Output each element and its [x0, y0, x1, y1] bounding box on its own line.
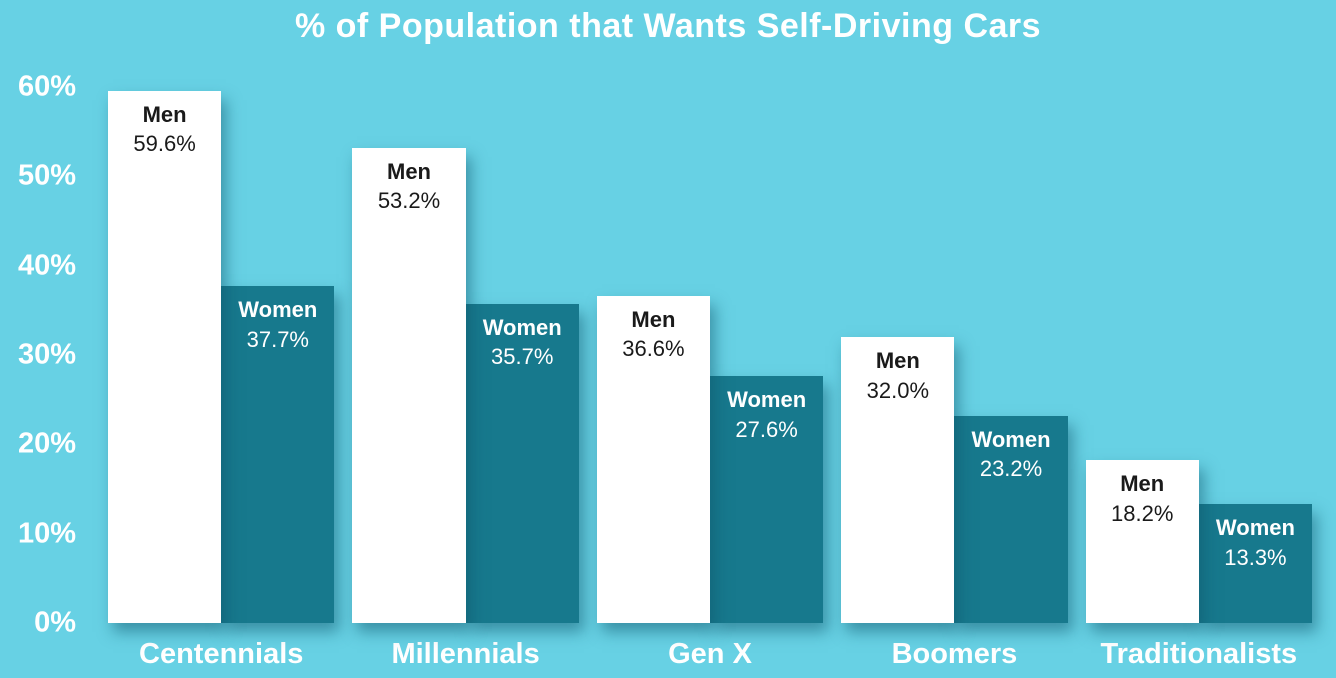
bar-group-centennials: Men 59.6% Women 37.7%	[108, 87, 335, 623]
series-value-label: 35.7%	[491, 344, 554, 370]
bar-group-traditionalists: Men 18.2% Women 13.3%	[1085, 87, 1313, 623]
y-tick-10: 10%	[17, 517, 76, 550]
bar-label-women-gen-x: Women 27.6%	[710, 387, 823, 443]
x-label-traditionalists: Traditionalists	[1100, 638, 1298, 670]
bar-label-women-millennials: Women 35.7%	[466, 315, 579, 371]
bar-men-centennials: Men 59.6%	[108, 90, 222, 623]
y-tick-50: 50%	[17, 159, 76, 192]
bar-label-men-centennials: Men 59.6%	[108, 102, 221, 158]
y-tick-40: 40%	[17, 249, 76, 282]
series-value-label: 32.0%	[866, 377, 930, 403]
series-name-label: Women	[1215, 515, 1295, 541]
x-label-centennials: Centennials	[139, 638, 304, 670]
bar-group-boomers: Men 32.0% Women 23.2%	[841, 87, 1068, 623]
series-name-label: Women	[727, 387, 807, 413]
bar-group-millennials: Men 53.2% Women 35.7%	[352, 87, 579, 623]
bar-men-boomers: Men 32.0%	[841, 337, 955, 623]
bar-label-men-traditionalists: Men 18.2%	[1086, 471, 1199, 527]
series-name-label: Women	[482, 315, 562, 341]
series-value-label: 53.2%	[377, 188, 441, 214]
x-axis: Centennials Millennials Gen X Boomers Tradit…	[108, 638, 1312, 671]
series-value-label: 23.2%	[979, 456, 1043, 482]
bar-group-gen-x: Men 36.6% Women 27.6%	[596, 87, 824, 623]
y-tick-30: 30%	[17, 338, 76, 371]
x-label-gen-x: Gen X	[668, 638, 752, 670]
y-tick-0: 0%	[34, 606, 76, 639]
bar-men-traditionalists: Men 18.2%	[1085, 460, 1199, 623]
bar-label-men-millennials: Men 53.2%	[352, 159, 465, 215]
series-name-label: Men	[1120, 471, 1165, 497]
bar-women-millennials: Women 35.7%	[465, 304, 579, 623]
series-value-label: 36.6%	[622, 336, 685, 362]
series-name-label: Women	[238, 297, 318, 323]
bar-label-men-gen-x: Men 36.6%	[597, 307, 710, 363]
y-tick-20: 20%	[17, 427, 76, 460]
bar-men-gen-x: Men 36.6%	[596, 296, 711, 623]
series-name-label: Men	[387, 158, 431, 184]
bar-label-women-centennials: Women 37.7%	[221, 297, 334, 353]
series-value-label: 27.6%	[735, 416, 798, 442]
series-name-label: Men	[631, 307, 676, 333]
series-value-label: 37.7%	[246, 326, 309, 352]
plot-area: Men 59.6% Women 37.7% Men 53.2% Women 35.7% Men 3…	[108, 87, 1313, 623]
bar-women-centennials: Women 37.7%	[221, 286, 335, 623]
bar-label-women-boomers: Women 23.2%	[954, 427, 1067, 483]
series-name-label: Men	[875, 348, 920, 374]
series-value-label: 18.2%	[1111, 500, 1174, 526]
x-label-millennials: Millennials	[391, 638, 540, 670]
y-tick-60: 60%	[17, 70, 76, 103]
bar-women-gen-x: Women 27.6%	[710, 376, 824, 623]
series-value-label: 13.3%	[1224, 544, 1287, 570]
bar-women-traditionalists: Women 13.3%	[1198, 504, 1313, 623]
bar-women-boomers: Women 23.2%	[954, 415, 1068, 623]
bar-label-women-traditionalists: Women 13.3%	[1199, 515, 1312, 571]
bar-label-men-boomers: Men 32.0%	[841, 348, 954, 404]
series-value-label: 59.6%	[133, 130, 196, 156]
series-name-label: Women	[971, 426, 1051, 452]
series-name-label: Men	[142, 101, 187, 127]
x-label-boomers: Boomers	[891, 638, 1018, 670]
chart-title: % of Population that Wants Self-Driving …	[294, 7, 1042, 45]
bar-men-millennials: Men 53.2%	[352, 147, 466, 623]
y-axis: 60% 50% 40% 30% 20% 10% 0%	[0, 0, 76, 678]
